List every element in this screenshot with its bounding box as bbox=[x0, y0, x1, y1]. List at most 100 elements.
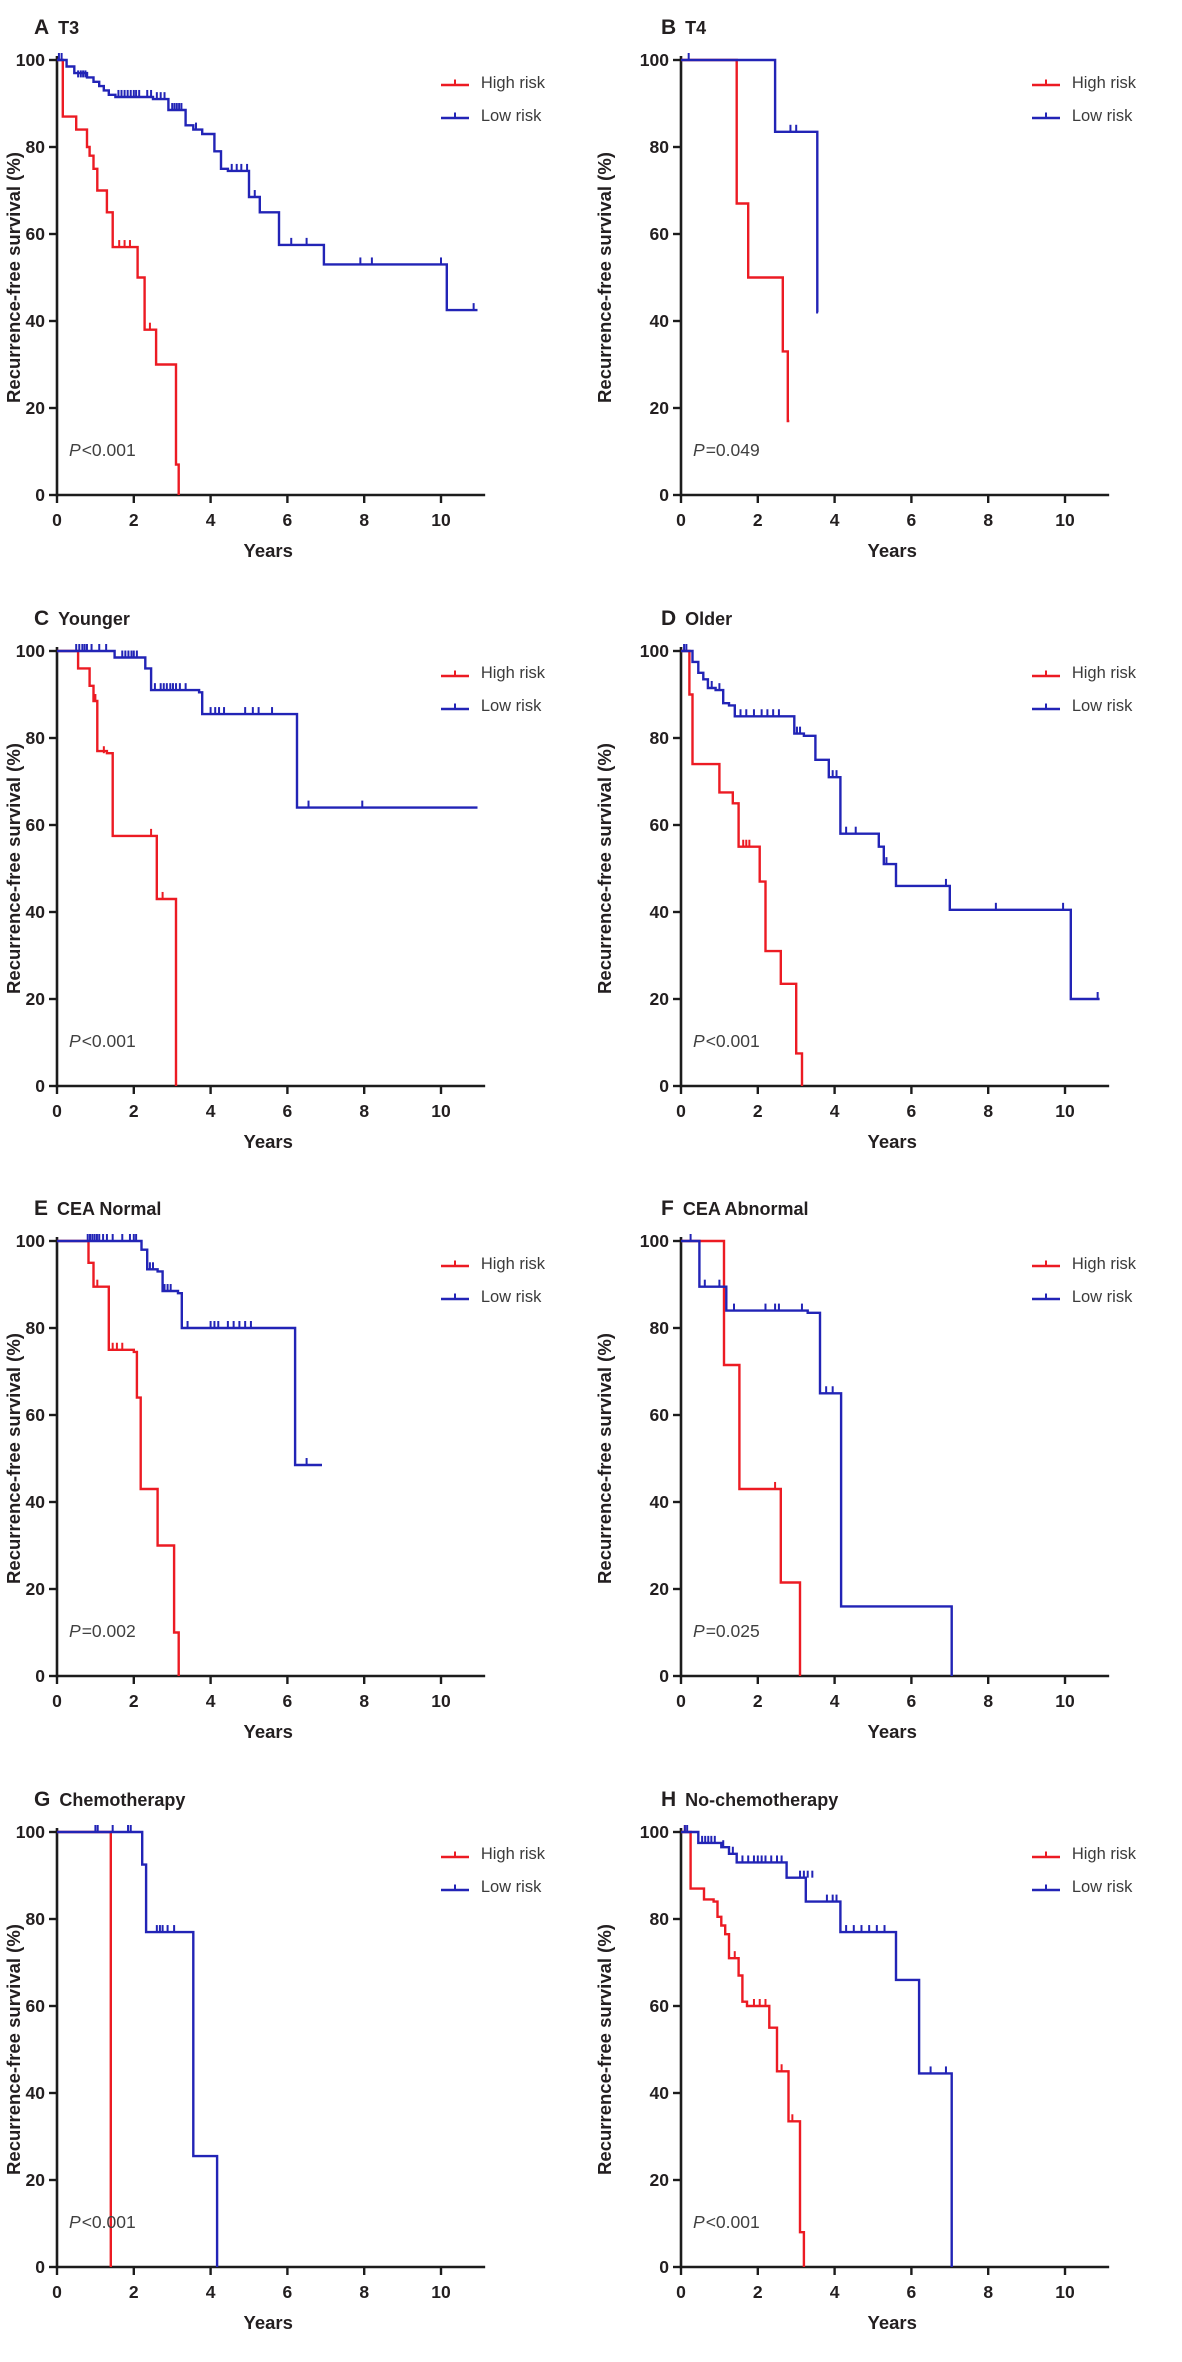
svg-text:40: 40 bbox=[650, 902, 670, 922]
panel-h-no-chemotherapy: 0 20 40 60 80 100 0 2 4 6 8 10 Years Recurrence-free … bbox=[591, 1772, 1182, 2362]
svg-text:4: 4 bbox=[830, 1691, 840, 1711]
svg-text:40: 40 bbox=[26, 311, 46, 331]
panel-title: H No-chemotherapy bbox=[661, 1788, 838, 1812]
panel-letter: D bbox=[661, 606, 677, 630]
legend-label-low-risk: Low risk bbox=[480, 1878, 542, 1896]
svg-text:10: 10 bbox=[431, 1691, 451, 1711]
panel-d-older: 0 20 40 60 80 100 0 2 4 6 8 10 Years Recurrence-free … bbox=[591, 591, 1182, 1182]
panel-title: E CEA Normal bbox=[34, 1197, 161, 1221]
svg-text:8: 8 bbox=[983, 1691, 993, 1711]
svg-text:10: 10 bbox=[431, 2282, 451, 2302]
legend-item-high-risk: High risk bbox=[438, 70, 545, 96]
p-value: P<0.001 bbox=[693, 2211, 760, 2232]
legend: High risk Low risk bbox=[1029, 1251, 1136, 1310]
p-value: P<0.001 bbox=[69, 1030, 136, 1051]
legend-item-low-risk: Low risk bbox=[1029, 1875, 1136, 1901]
legend-label-low-risk: Low risk bbox=[480, 1287, 542, 1306]
svg-text:80: 80 bbox=[26, 1318, 46, 1338]
low-risk-line-icon bbox=[440, 703, 469, 710]
svg-text:6: 6 bbox=[907, 510, 917, 530]
svg-text:40: 40 bbox=[650, 2083, 670, 2103]
svg-text:0: 0 bbox=[659, 1076, 669, 1096]
svg-text:Years: Years bbox=[244, 540, 293, 561]
svg-text:Recurrence-free survival (%): Recurrence-free survival (%) bbox=[3, 1333, 24, 1584]
svg-text:2: 2 bbox=[753, 1691, 763, 1711]
svg-text:80: 80 bbox=[26, 137, 46, 157]
svg-text:100: 100 bbox=[16, 1822, 45, 1842]
svg-text:20: 20 bbox=[26, 398, 46, 418]
low-risk-line-icon bbox=[440, 1884, 469, 1891]
svg-text:2: 2 bbox=[753, 510, 763, 530]
legend-item-low-risk: Low risk bbox=[438, 694, 545, 720]
svg-text:4: 4 bbox=[830, 510, 840, 530]
svg-text:Years: Years bbox=[868, 540, 917, 561]
svg-text:60: 60 bbox=[26, 1405, 46, 1425]
high-risk-line-icon bbox=[1031, 670, 1060, 677]
low-risk-line-icon bbox=[1031, 703, 1060, 710]
high-risk-line-icon bbox=[1031, 1851, 1060, 1858]
panel-title: B T4 bbox=[661, 16, 706, 40]
km-chart-chemotherapy: 0 20 40 60 80 100 0 2 4 6 8 10 Years Recurrence-free … bbox=[3, 1822, 486, 2333]
svg-text:10: 10 bbox=[1055, 1101, 1075, 1121]
svg-text:6: 6 bbox=[283, 510, 293, 530]
low-risk-line-icon bbox=[1031, 1884, 1060, 1891]
svg-text:60: 60 bbox=[26, 815, 46, 835]
p-value: P=0.002 bbox=[69, 1621, 136, 1641]
svg-text:8: 8 bbox=[983, 2282, 993, 2302]
panel-subtitle: No-chemotherapy bbox=[685, 1789, 839, 1810]
legend-label-high-risk: High risk bbox=[1071, 73, 1136, 92]
svg-text:0: 0 bbox=[52, 2282, 62, 2302]
legend-item-low-risk: Low risk bbox=[438, 1284, 545, 1310]
svg-text:6: 6 bbox=[907, 1101, 917, 1121]
svg-text:0: 0 bbox=[659, 485, 669, 505]
panel-letter: G bbox=[34, 1787, 51, 1811]
svg-text:100: 100 bbox=[640, 1231, 669, 1251]
svg-text:6: 6 bbox=[283, 1691, 293, 1711]
svg-text:10: 10 bbox=[1055, 2282, 1075, 2302]
panel-subtitle: Younger bbox=[58, 608, 130, 629]
panel-letter: A bbox=[34, 16, 50, 39]
high-risk-line-icon bbox=[440, 1851, 469, 1858]
svg-text:40: 40 bbox=[650, 1492, 670, 1512]
svg-text:60: 60 bbox=[26, 224, 46, 244]
svg-text:0: 0 bbox=[35, 1076, 45, 1096]
legend-label-high-risk: High risk bbox=[1071, 664, 1136, 682]
svg-text:2: 2 bbox=[129, 510, 139, 530]
svg-text:8: 8 bbox=[359, 2282, 369, 2302]
svg-text:8: 8 bbox=[983, 510, 993, 530]
svg-text:4: 4 bbox=[830, 2282, 840, 2302]
svg-text:100: 100 bbox=[16, 1231, 45, 1251]
panel-subtitle: CEA Normal bbox=[57, 1199, 162, 1219]
low-risk-line-icon bbox=[1031, 1293, 1060, 1301]
panel-a-t3: 0 20 40 60 80 100 0 2 4 6 8 10 Years Recurrence-free … bbox=[0, 0, 591, 591]
legend: High risk Low risk bbox=[438, 1842, 545, 1901]
p-value: P<0.001 bbox=[693, 1030, 760, 1051]
svg-text:6: 6 bbox=[907, 1691, 917, 1711]
svg-text:10: 10 bbox=[1055, 510, 1075, 530]
svg-text:100: 100 bbox=[640, 50, 669, 70]
panel-title: D Older bbox=[661, 607, 732, 631]
km-chart-no-chemotherapy: 0 20 40 60 80 100 0 2 4 6 8 10 Years Recurrence-free … bbox=[594, 1822, 1110, 2333]
svg-text:10: 10 bbox=[431, 1101, 451, 1121]
legend-item-high-risk: High risk bbox=[438, 1251, 545, 1277]
p-value: P=0.049 bbox=[693, 440, 760, 460]
high-risk-line-icon bbox=[440, 670, 469, 677]
low-risk-line-icon bbox=[1031, 112, 1060, 120]
svg-text:100: 100 bbox=[640, 641, 669, 661]
legend: High risk Low risk bbox=[1029, 70, 1136, 129]
p-value: P<0.001 bbox=[69, 440, 136, 460]
legend-item-high-risk: High risk bbox=[438, 661, 545, 687]
svg-text:20: 20 bbox=[650, 1579, 670, 1599]
panel-letter: C bbox=[34, 606, 50, 630]
legend-label-low-risk: Low risk bbox=[1071, 697, 1133, 715]
svg-text:60: 60 bbox=[650, 224, 670, 244]
high-risk-line-icon bbox=[1031, 79, 1060, 87]
svg-text:20: 20 bbox=[650, 398, 670, 418]
panel-b-t4: 0 20 40 60 80 100 0 2 4 6 8 10 Years Recurrence-free … bbox=[591, 0, 1182, 591]
panel-letter: F bbox=[661, 1197, 674, 1220]
svg-text:40: 40 bbox=[26, 2083, 46, 2103]
legend-label-low-risk: Low risk bbox=[480, 697, 542, 715]
km-chart-t4: 0 20 40 60 80 100 0 2 4 6 8 10 Years Recurrence-free … bbox=[594, 50, 1110, 561]
high-risk-line-icon bbox=[440, 79, 469, 87]
